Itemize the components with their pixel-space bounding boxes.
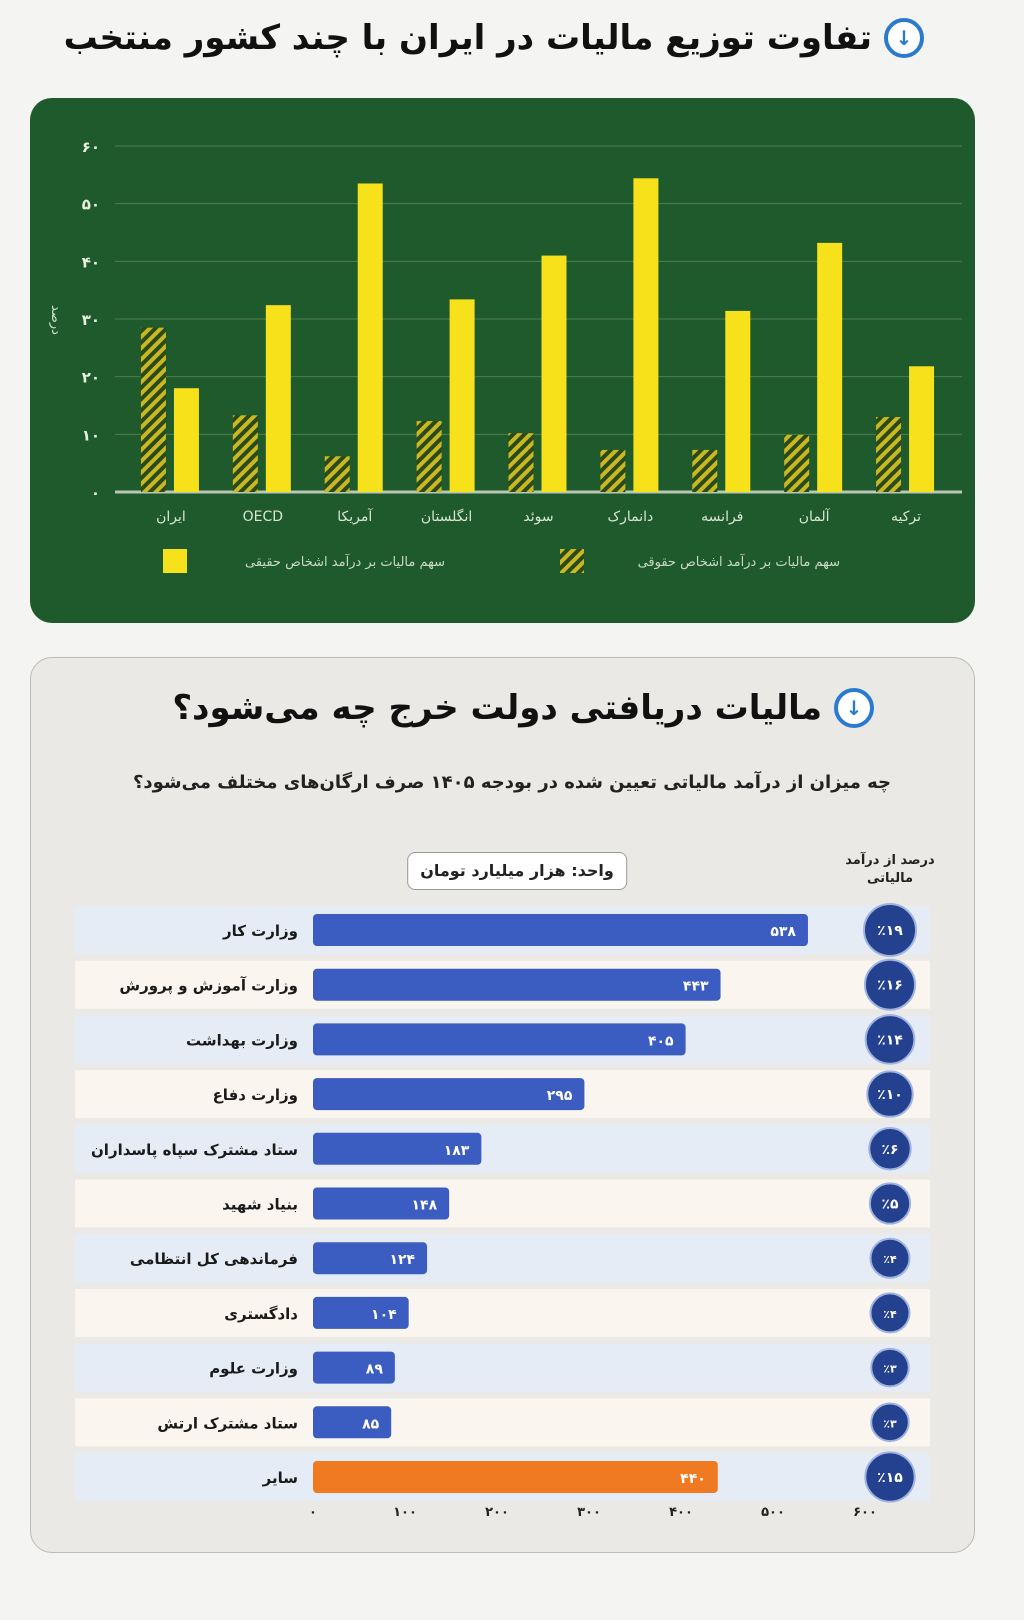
category-label: ترکیه (891, 509, 921, 525)
bar-legal-entities (600, 449, 626, 492)
bar-individuals (909, 366, 935, 492)
bar-legal-entities (508, 433, 534, 492)
bar-individuals (449, 299, 475, 492)
y-tick-label: ۵۰ (82, 196, 100, 214)
unit-label: واحد: هزار میلیارد تومان (407, 852, 627, 890)
bar-individuals (725, 310, 751, 492)
bar-individuals (541, 255, 567, 492)
category-label: آلمان (799, 508, 831, 525)
y-axis-label: درصد (48, 305, 63, 335)
bar-individuals (357, 183, 383, 492)
legend-swatch-individuals (163, 549, 187, 573)
bar-legal-entities (324, 456, 350, 492)
bar-legal-entities (232, 415, 258, 492)
bar-individuals (817, 242, 843, 492)
y-tick-label: ۶۰ (82, 138, 100, 156)
bar-individuals (173, 388, 199, 492)
percent-header: درصد از درآمد مالیاتی (845, 853, 935, 886)
category-label: ایران (156, 509, 186, 525)
section1-title-text: تفاوت توزیع مالیات در ایران با چند کشور … (63, 18, 872, 58)
arrow-down-circle-icon: ↓ (834, 688, 874, 728)
bar-individuals (265, 305, 291, 492)
bar-legal-entities (876, 417, 902, 492)
bar-legal-entities (784, 434, 810, 492)
chart1: ۰ ۱۰ ۲۰ ۳۰ ۴۰ ۵۰ ۶۰ درصد ایران OECD آمریکا انگلستان… (48, 138, 962, 573)
category-label: دانمارک (608, 509, 654, 525)
bar-individuals (633, 178, 659, 492)
legend-swatch-legal-entities (560, 549, 584, 573)
category-label: OECD (243, 509, 283, 525)
legend-label-legal-entities: سهم مالیات بر درآمد اشخاص حقوقی (638, 553, 840, 570)
legend-label-individuals: سهم مالیات بر درآمد اشخاص حقیقی (245, 553, 445, 570)
category-label: سوئد (523, 509, 553, 525)
section1-title: ↓ تفاوت توزیع مالیات در ایران با چند کشو… (64, 18, 924, 58)
bar-legal-entities (692, 449, 718, 492)
section2-title: ↓ مالیات دریافتی دولت خرج چه می‌شود؟ (172, 688, 874, 728)
arrow-down-circle-icon: ↓ (884, 18, 924, 58)
bar-legal-entities (140, 327, 166, 492)
y-tick-label: ۲۰ (82, 369, 100, 387)
category-label: آمریکا (337, 508, 373, 525)
y-tick-label: ۱۰ (82, 426, 100, 444)
y-tick-label: ۰ (91, 484, 100, 502)
y-tick-label: ۴۰ (82, 253, 100, 271)
y-tick-label: ۳۰ (82, 311, 100, 329)
category-label: فرانسه (701, 509, 743, 525)
section2-title-text: مالیات دریافتی دولت خرج چه می‌شود؟ (172, 688, 822, 728)
category-label: انگلستان (421, 508, 472, 525)
chart2-subtitle: چه میزان از درآمد مالیاتی تعیین شده در ب… (132, 772, 892, 793)
bar-legal-entities (416, 421, 442, 492)
